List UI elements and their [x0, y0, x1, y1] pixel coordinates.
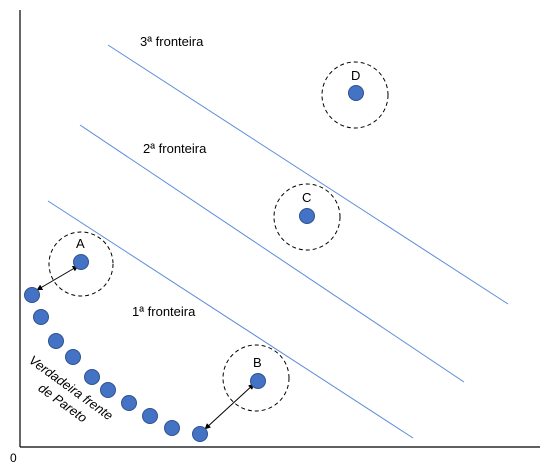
point-d — [348, 85, 364, 101]
arrow-a-to-pareto — [36, 265, 79, 291]
pareto-point — [164, 420, 180, 436]
frontier-label-1: 1ª fronteira — [132, 304, 196, 319]
highlight-circle-b — [222, 344, 290, 412]
pareto-point — [84, 369, 100, 385]
arrow-b-to-pareto — [204, 383, 255, 430]
highlight-circle-a — [48, 231, 114, 297]
point-a — [73, 254, 89, 270]
frontier-label-3: 3ª fronteira — [140, 34, 204, 49]
point-label-c: C — [302, 190, 311, 205]
pareto-point — [48, 333, 64, 349]
origin-label: 0 — [10, 451, 17, 465]
point-b — [250, 373, 266, 389]
highlight-circle-d — [321, 61, 389, 129]
point-c — [299, 208, 315, 224]
pareto-point — [33, 309, 49, 325]
point-label-b: B — [253, 355, 262, 370]
pareto-front-points — [24, 287, 208, 442]
pareto-point — [100, 382, 116, 398]
pareto-point — [192, 426, 208, 442]
point-label-d: D — [351, 68, 360, 83]
pareto-point — [121, 395, 137, 411]
frontier-label-2: 2ª fronteira — [143, 141, 207, 156]
frontier-line-3 — [107, 44, 509, 305]
point-label-a: A — [76, 236, 85, 251]
pareto-point — [65, 349, 81, 365]
highlight-circle-c — [273, 183, 341, 251]
frontier-line-2 — [79, 124, 465, 383]
pareto-point — [24, 287, 40, 303]
frontier-line-1 — [47, 200, 414, 439]
pareto-front-label: Verdadeira frente de Pareto — [26, 352, 116, 425]
pareto-point — [142, 408, 158, 424]
